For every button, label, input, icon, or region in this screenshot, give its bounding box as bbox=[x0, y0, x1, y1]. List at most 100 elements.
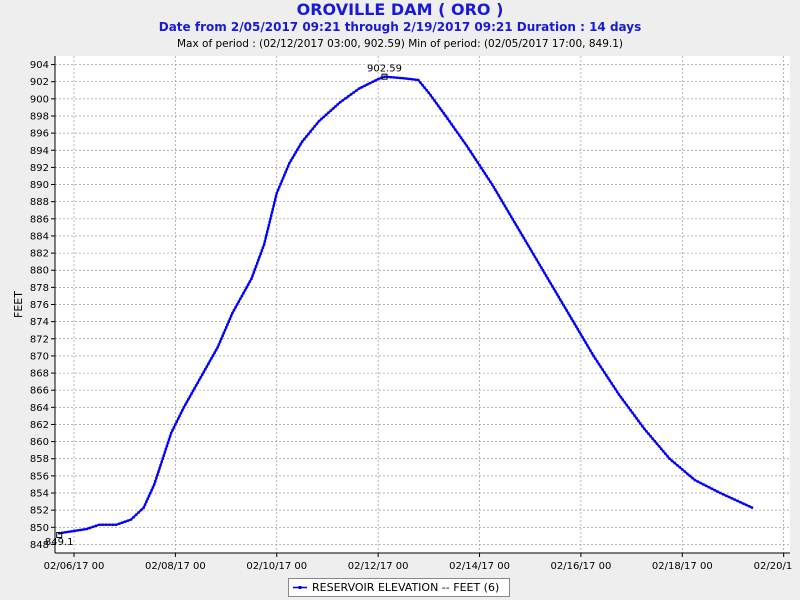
series-point bbox=[266, 227, 270, 230]
series-point bbox=[129, 518, 133, 521]
series-point bbox=[705, 484, 708, 488]
series-point bbox=[612, 385, 615, 388]
series-point bbox=[280, 179, 284, 183]
series-point bbox=[487, 177, 490, 181]
series-point bbox=[446, 117, 449, 120]
series-point bbox=[594, 357, 597, 360]
series-point bbox=[150, 489, 153, 492]
series-point bbox=[347, 95, 350, 98]
series-point bbox=[425, 89, 428, 92]
series-point bbox=[571, 319, 575, 323]
legend-label: RESERVOIR ELEVATION -- FEET (6) bbox=[312, 581, 500, 594]
series-point bbox=[557, 295, 560, 299]
series-point bbox=[322, 115, 325, 119]
series-point bbox=[724, 494, 728, 497]
series-point bbox=[221, 334, 224, 338]
series-point bbox=[649, 435, 652, 438]
series-point bbox=[229, 314, 233, 318]
series-point bbox=[463, 142, 467, 145]
series-point bbox=[265, 233, 268, 237]
series-point bbox=[227, 320, 230, 323]
series-point bbox=[727, 495, 731, 499]
y-tick-label: 858 bbox=[30, 454, 49, 465]
series-point bbox=[213, 351, 216, 354]
series-point bbox=[211, 354, 215, 357]
series-point bbox=[637, 419, 640, 423]
series-point bbox=[178, 414, 181, 418]
series-point bbox=[736, 499, 739, 503]
series-point bbox=[747, 505, 751, 508]
series-point bbox=[419, 81, 422, 84]
series-point bbox=[344, 97, 347, 100]
x-tick-label: 02/18/17 00 bbox=[652, 561, 713, 572]
series-point bbox=[471, 153, 474, 156]
series-point bbox=[465, 144, 469, 148]
series-point bbox=[184, 403, 187, 406]
series-point bbox=[395, 76, 399, 79]
series-point bbox=[452, 125, 455, 129]
series-point bbox=[118, 522, 121, 525]
series-point bbox=[151, 486, 155, 489]
series-point bbox=[126, 519, 130, 522]
series-point bbox=[279, 182, 282, 186]
series-point bbox=[655, 442, 659, 445]
series-point bbox=[483, 172, 487, 175]
series-point bbox=[742, 502, 745, 505]
series-point bbox=[691, 476, 694, 480]
series-point bbox=[76, 529, 79, 532]
series-point bbox=[442, 112, 446, 115]
series-point bbox=[159, 463, 162, 467]
series-point bbox=[573, 322, 576, 325]
series-point bbox=[273, 198, 277, 201]
series-point bbox=[214, 348, 218, 352]
series-point bbox=[568, 314, 572, 317]
y-tick-label: 868 bbox=[30, 369, 49, 380]
y-tick-label: 878 bbox=[30, 283, 49, 294]
series-point bbox=[610, 382, 613, 385]
series-point bbox=[79, 528, 82, 532]
series-point bbox=[305, 135, 308, 138]
series-point bbox=[207, 362, 210, 365]
series-point bbox=[299, 143, 302, 146]
y-tick-label: 850 bbox=[30, 523, 49, 534]
series-point bbox=[625, 403, 628, 407]
series-point bbox=[702, 483, 705, 486]
series-point bbox=[606, 376, 610, 380]
series-point bbox=[541, 269, 545, 272]
series-point bbox=[716, 490, 719, 493]
series-point bbox=[582, 338, 586, 342]
series-point bbox=[188, 395, 192, 398]
x-tick-label: 02/10/17 00 bbox=[246, 561, 307, 572]
series-point bbox=[595, 360, 599, 363]
series-point bbox=[327, 111, 330, 114]
y-tick-label: 848 bbox=[30, 540, 49, 551]
x-tick-label: 02/16/17 00 bbox=[550, 561, 611, 572]
series-point bbox=[517, 228, 521, 232]
series-point bbox=[707, 486, 711, 489]
series-point bbox=[334, 105, 337, 108]
series-point bbox=[686, 472, 689, 475]
series-point bbox=[603, 371, 606, 374]
series-point bbox=[158, 467, 161, 470]
series-point bbox=[201, 373, 204, 376]
series-point bbox=[506, 210, 510, 213]
series-point bbox=[469, 150, 472, 153]
series-point bbox=[448, 120, 451, 123]
series-point bbox=[111, 523, 115, 526]
x-tick-label: 02/14/17 00 bbox=[449, 561, 510, 572]
y-tick-label: 886 bbox=[30, 214, 49, 225]
series-point bbox=[258, 255, 261, 259]
series-point bbox=[710, 487, 714, 490]
series-point bbox=[205, 365, 209, 368]
series-point bbox=[240, 294, 244, 298]
series-point bbox=[670, 459, 674, 463]
series-point bbox=[673, 461, 676, 465]
series-point bbox=[450, 122, 453, 126]
chart-title: OROVILLE DAM ( ORO ) bbox=[296, 0, 504, 19]
series-point bbox=[552, 287, 556, 291]
series-point bbox=[222, 331, 225, 335]
series-point bbox=[234, 306, 237, 309]
series-point bbox=[154, 480, 157, 483]
series-point bbox=[228, 317, 232, 320]
series-point bbox=[457, 133, 461, 137]
